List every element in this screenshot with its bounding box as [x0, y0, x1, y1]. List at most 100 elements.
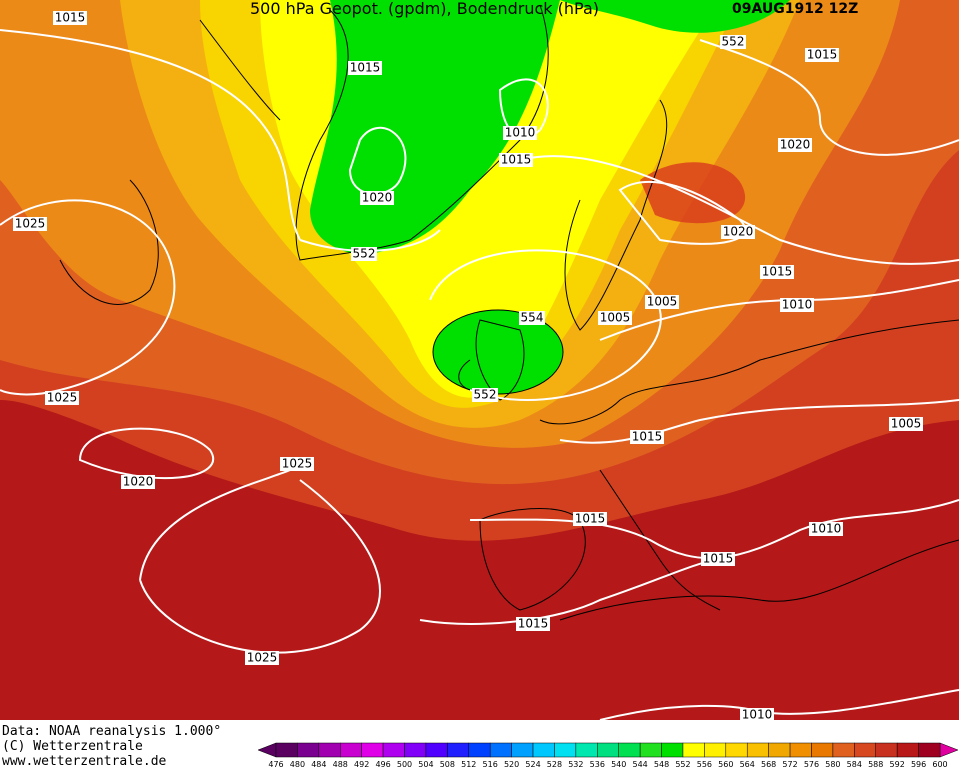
label-box: [598, 311, 632, 325]
label-box: [809, 522, 843, 536]
label-box: [760, 265, 794, 279]
label-box: [13, 217, 47, 231]
colorbar-swatch: [532, 742, 555, 758]
contour-label: 1015: [762, 265, 793, 279]
contour-label: 552: [353, 247, 376, 261]
footer-line: www.wetterzentrale.de: [2, 754, 167, 769]
colorbar-swatch: [875, 742, 898, 758]
contour-label: 1005: [647, 295, 678, 309]
colorbar-swatch: [318, 742, 341, 758]
label-box: [472, 388, 498, 402]
label-box: [740, 708, 774, 722]
label-box: [645, 295, 679, 309]
contour-label: 1025: [47, 391, 78, 405]
colorbar-label: 552: [675, 760, 690, 769]
contour-label: 1015: [575, 512, 606, 526]
colorbar-swatch: [340, 742, 362, 758]
map-date: 09AUG1912 12Z: [732, 1, 858, 17]
label-box: [280, 457, 314, 471]
colorbar-label: 580: [825, 760, 840, 769]
colorbar-label: 576: [804, 760, 819, 769]
contour-label: 1015: [703, 552, 734, 566]
colorbar-label: 560: [718, 760, 733, 769]
colorbar-swatch: [361, 742, 384, 758]
colorbar-label: 516: [483, 760, 498, 769]
contour-label: 1025: [247, 651, 278, 665]
colorbar-swatch: [768, 742, 791, 758]
label-box: [720, 35, 746, 49]
footer-line: Data: NOAA reanalysis 1.000°: [2, 724, 221, 739]
label-box: [805, 48, 839, 62]
label-box: [519, 311, 545, 325]
colorbar-label: 564: [740, 760, 755, 769]
colorbar-label: 556: [697, 760, 712, 769]
contour-label: 552: [474, 388, 497, 402]
colorbar-swatch: [789, 742, 812, 758]
label-box: [780, 298, 814, 312]
colorbar-label: 536: [590, 760, 605, 769]
colorbar-label: 520: [504, 760, 519, 769]
colorbar-swatch: [918, 742, 941, 758]
colorbar-swatch: [854, 742, 876, 758]
colorbar-label: 592: [890, 760, 905, 769]
colorbar-label: 508: [440, 760, 455, 769]
colorbar-swatch: [725, 742, 748, 758]
colorbar-label: 488: [333, 760, 348, 769]
colorbar-label: 484: [311, 760, 326, 769]
map-fields: [0, 0, 959, 720]
colorbar-swatch: [575, 742, 598, 758]
colorbar-swatch: [275, 742, 298, 758]
colorbar-swatch: [425, 742, 448, 758]
label-box: [778, 138, 812, 152]
contour-label: 552: [722, 35, 745, 49]
label-box: [721, 225, 755, 239]
label-box: [516, 617, 550, 631]
colorbar-label: 568: [761, 760, 776, 769]
contour-label: 1020: [780, 138, 811, 152]
contour-label: 554: [521, 311, 544, 325]
colorbar-swatch: [468, 742, 491, 758]
map-title: 500 hPa Geopot. (gpdm), Bodendruck (hPa): [250, 0, 599, 18]
label-box: [351, 247, 377, 261]
colorbar-label: 532: [568, 760, 583, 769]
colorbar-swatch: [554, 742, 577, 758]
colorbar-swatch: [811, 742, 834, 758]
label-box: [499, 153, 533, 167]
label-box: [701, 552, 735, 566]
colorbar-label: 512: [461, 760, 476, 769]
colorbar-label: 588: [868, 760, 883, 769]
colorbar-label: 548: [654, 760, 669, 769]
colorbar-swatch: [447, 742, 470, 758]
colorbar-swatch: [896, 742, 919, 758]
colorbar-swatch: [597, 742, 619, 758]
colorbar-label: 476: [268, 760, 283, 769]
contour-label: 1020: [123, 475, 154, 489]
contour-label: 1010: [505, 126, 536, 140]
colorbar-label: 492: [354, 760, 369, 769]
label-box: [53, 11, 87, 25]
colorbar-label: 572: [782, 760, 797, 769]
label-box: [573, 512, 607, 526]
colorbar-swatch: [511, 742, 534, 758]
contour-label: 1010: [742, 708, 773, 722]
label-box: [889, 417, 923, 431]
colorbar-swatch: [382, 742, 405, 758]
colorbar-label: 584: [847, 760, 862, 769]
contour-label: 1015: [501, 153, 532, 167]
colorbar-swatch: [404, 742, 427, 758]
colorbar-swatch: [746, 742, 769, 758]
colorbar-label: 500: [397, 760, 412, 769]
contour-label: 1005: [600, 311, 631, 325]
colorbar: 476 480 484 488 492 496 500 504 508 512 516 520 524 5…: [257, 742, 959, 769]
footer: Data: NOAA reanalysis 1.000°(C) Wetterze…: [2, 724, 221, 769]
colorbar-swatch: [297, 742, 320, 758]
label-box: [630, 430, 664, 444]
colorbar-swatch: [489, 742, 512, 758]
colorbar-label: 496: [375, 760, 390, 769]
label-box: [45, 391, 79, 405]
colorbar-label: 480: [290, 760, 305, 769]
contour-label: 1015: [518, 617, 549, 631]
colorbar-swatch: [832, 742, 855, 758]
